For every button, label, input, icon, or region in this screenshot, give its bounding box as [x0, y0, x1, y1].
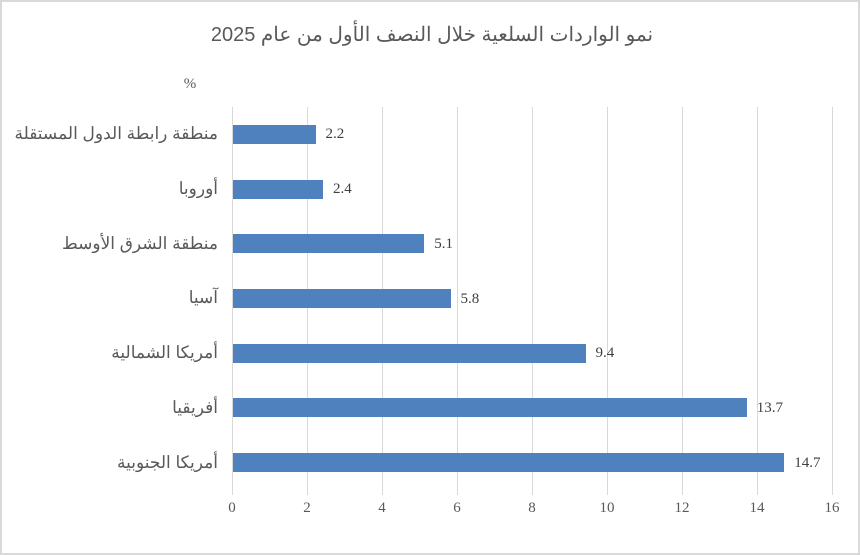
axis-tick [757, 490, 758, 495]
bar-value-label: 2.2 [325, 126, 345, 143]
x-axis-tick-label: 2 [303, 500, 311, 516]
bar-value-label: 9.4 [595, 345, 615, 362]
bar [233, 124, 316, 144]
axis-tick [457, 490, 458, 495]
x-axis-tick-label: 16 [824, 500, 840, 516]
bar-value-label: 14.7 [794, 454, 821, 471]
category-axis-label-text: أمريكا الشمالية [111, 343, 218, 363]
category-axis-label: منطقة رابطة الدول المستقلة [10, 107, 218, 162]
gridline [532, 107, 533, 490]
x-axis-tick-label: 6 [453, 500, 461, 516]
axis-tick [532, 490, 533, 495]
bar [233, 453, 785, 473]
gridline [832, 107, 833, 490]
bar [233, 234, 425, 254]
category-axis-label: أوروبا [10, 162, 218, 217]
category-axis-label-text: آسيا [188, 288, 218, 308]
chart-title: نمو الواردات السلعية خلال النصف الأول من… [210, 24, 654, 46]
bar [233, 179, 323, 199]
category-axis-label: آسيا [10, 271, 218, 326]
bar [233, 398, 747, 418]
bar [233, 343, 586, 363]
x-axis-tick-label: 14 [749, 500, 765, 516]
axis-tick [682, 490, 683, 495]
bar-value-label: 5.1 [434, 235, 453, 252]
gridline [682, 107, 683, 490]
axis-unit-label: % [183, 76, 197, 92]
axis-tick [607, 490, 608, 495]
axis-tick [832, 490, 833, 495]
x-axis-tick-label: 0 [228, 500, 236, 516]
category-axis-label: منطقة الشرق الأوسط [10, 216, 218, 271]
gridline [232, 107, 233, 490]
axis-tick [307, 490, 308, 495]
category-axis-label-text: أوروبا [178, 179, 218, 199]
gridline [757, 107, 758, 490]
category-axis-label: أمريكا الجنوبية [10, 435, 218, 490]
category-axis-label-text: منطقة رابطة الدول المستقلة [14, 124, 218, 144]
axis-tick [382, 490, 383, 495]
category-axis-label-text: منطقة الشرق الأوسط [62, 233, 218, 253]
gridline [457, 107, 458, 490]
x-axis-tick-label: 10 [599, 500, 615, 516]
category-axis-label: أمريكا الشمالية [10, 326, 218, 381]
bar-value-label: 2.4 [333, 181, 352, 198]
category-axis-label: أفريقيا [10, 381, 218, 436]
bar-value-label: 5.8 [460, 290, 480, 307]
category-axis-label-text: أمريكا الجنوبية [117, 452, 218, 472]
axis-tick [232, 490, 233, 495]
bar [233, 289, 451, 308]
x-axis-tick-label: 8 [528, 500, 536, 516]
gridline [607, 107, 608, 490]
x-axis-tick-label: 4 [378, 500, 386, 516]
bar-value-label: 13.7 [756, 399, 783, 416]
x-axis-tick-label: 12 [674, 500, 690, 516]
category-axis-label-text: أفريقيا [172, 397, 218, 417]
